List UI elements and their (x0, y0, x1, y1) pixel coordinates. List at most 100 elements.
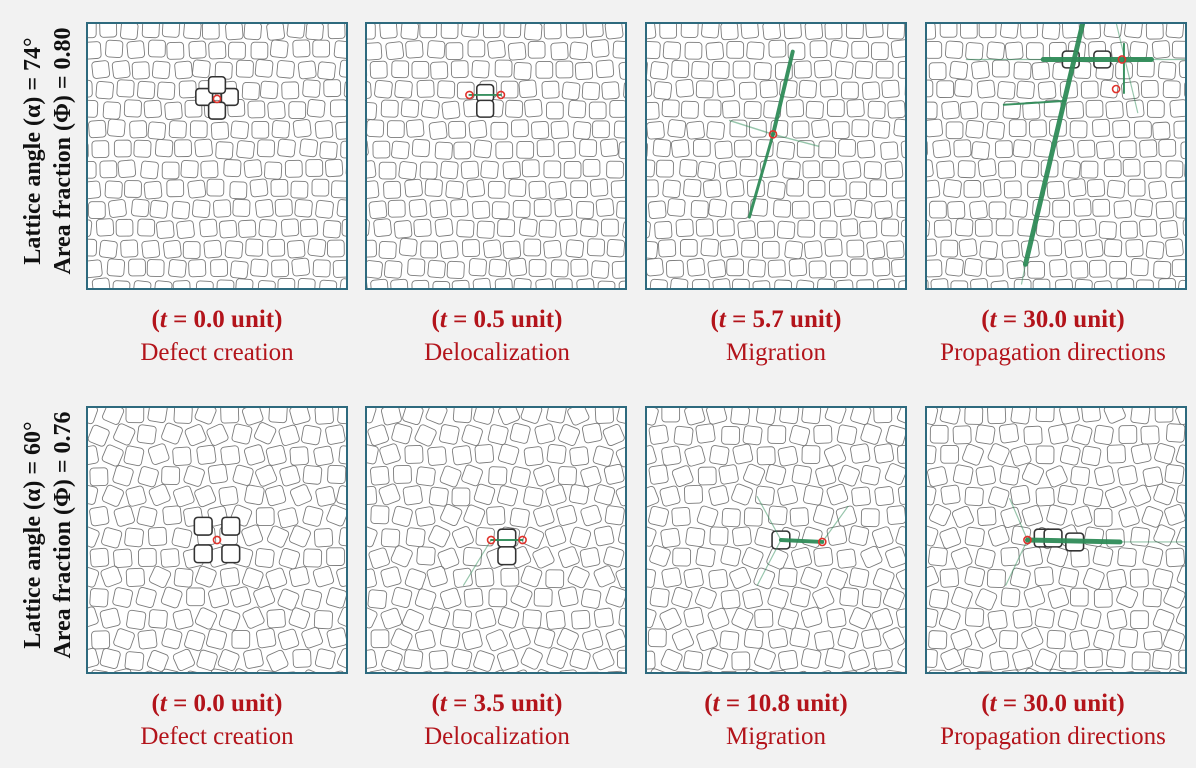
particle (88, 424, 110, 447)
particle (137, 80, 156, 100)
particle (112, 280, 131, 288)
particle (734, 139, 752, 158)
particle (368, 200, 388, 220)
particle (473, 483, 496, 506)
particle (383, 260, 403, 279)
particle (647, 668, 669, 672)
particle (867, 100, 886, 119)
particle (845, 24, 864, 40)
particle (527, 40, 546, 59)
particle (1176, 484, 1185, 505)
particle (1093, 588, 1113, 608)
particle (738, 81, 757, 100)
particle (131, 198, 150, 218)
particle (367, 669, 389, 672)
particle (851, 119, 870, 138)
particle (1129, 41, 1148, 60)
particle (886, 505, 905, 525)
particle (819, 220, 838, 239)
particle (1118, 628, 1139, 649)
particle (672, 547, 692, 567)
particle (930, 278, 949, 288)
particle (964, 566, 986, 587)
particle (125, 567, 145, 588)
particle (809, 40, 828, 59)
particle (451, 648, 473, 670)
particle (873, 408, 893, 424)
particle (943, 179, 962, 198)
particle (543, 160, 562, 179)
particle (767, 669, 788, 672)
particle (288, 566, 310, 587)
particle (854, 60, 874, 79)
particle (414, 629, 436, 651)
particle (187, 179, 207, 199)
particle (986, 121, 1005, 140)
particle (813, 59, 833, 79)
particle (649, 545, 671, 567)
particle (400, 99, 420, 118)
particle (1165, 160, 1184, 179)
particle (95, 218, 115, 237)
particle (997, 81, 1016, 100)
particle (974, 626, 997, 649)
particle (277, 277, 296, 288)
particle (330, 180, 346, 199)
particle (520, 565, 543, 588)
particle (1163, 586, 1185, 609)
particle (453, 141, 472, 160)
particle (671, 506, 691, 527)
particle (848, 649, 870, 671)
particle (648, 200, 667, 220)
particle (244, 444, 266, 466)
particle (695, 586, 717, 609)
particle (838, 464, 860, 487)
particle (498, 408, 520, 426)
particle (494, 278, 513, 288)
particle (778, 567, 798, 587)
caption: (t = 0.0 unit) Defect creation (67, 304, 367, 370)
particle (367, 81, 372, 100)
particle (301, 588, 323, 610)
particle (174, 60, 193, 80)
particle (1152, 121, 1171, 140)
panel-propagation (925, 22, 1187, 290)
particle (232, 464, 254, 486)
particle (1055, 278, 1074, 288)
particle (404, 178, 423, 198)
particle (927, 484, 937, 506)
particle (336, 565, 346, 587)
particle (671, 628, 694, 651)
stage-label: Migration (726, 723, 826, 750)
particle (1085, 99, 1104, 118)
particle (255, 507, 275, 527)
particle (230, 586, 252, 608)
particle (370, 465, 390, 486)
particle (137, 629, 158, 650)
particle (102, 408, 125, 425)
particle (776, 220, 796, 240)
particle (595, 59, 615, 79)
particle (789, 670, 811, 672)
particle (88, 218, 93, 238)
particle (172, 608, 194, 630)
particle (327, 464, 346, 484)
particle (592, 648, 615, 671)
particle (977, 158, 997, 178)
particle (521, 159, 540, 178)
particle (808, 260, 827, 279)
particle (1083, 526, 1105, 547)
particle (180, 159, 199, 179)
particle (860, 464, 881, 486)
particle (543, 24, 562, 40)
particle (611, 260, 625, 279)
particle (398, 237, 418, 257)
particle (936, 160, 955, 179)
particle (1078, 218, 1097, 237)
particle (602, 424, 625, 447)
particle (872, 258, 891, 277)
particle (232, 198, 251, 217)
particle (337, 648, 346, 671)
particle (367, 24, 376, 40)
time-label: (t = 30.0 unit) (981, 306, 1125, 333)
